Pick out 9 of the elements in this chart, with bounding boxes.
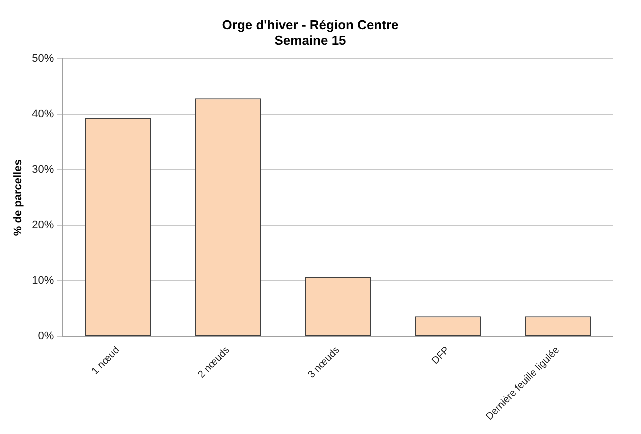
y-tick-label: 30% <box>32 164 54 176</box>
chart-subtitle: Semaine 15 <box>274 32 346 48</box>
y-tick-label: 40% <box>32 108 54 121</box>
y-axis-title: % de parcelles <box>12 160 25 236</box>
y-tick-label: 50% <box>32 53 54 66</box>
chart-title: Orge d'hiver - Région Centre <box>222 17 399 32</box>
y-tick-label: 0% <box>38 330 54 343</box>
y-tick-label: 10% <box>32 275 54 288</box>
y-tick-label: 20% <box>32 220 54 232</box>
